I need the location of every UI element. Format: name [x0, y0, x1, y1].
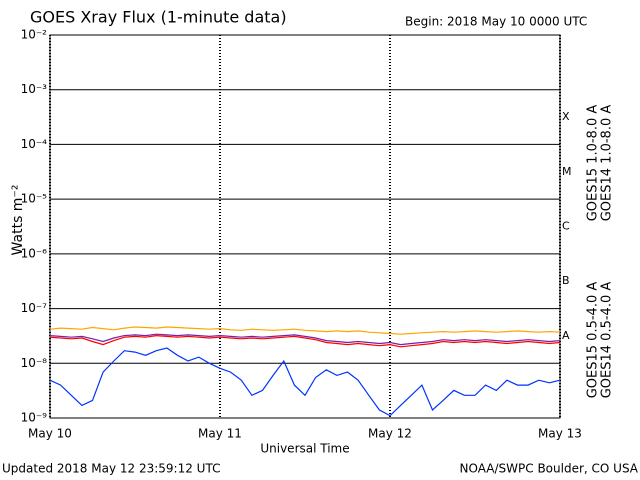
- y-tick-label: 10⁻⁷: [21, 301, 48, 315]
- legend-entry: GOES14 0.5-4.0 A: [600, 282, 615, 399]
- data-line: [49, 347, 561, 417]
- y-tick-label: 10⁻⁶: [21, 246, 48, 260]
- data-line: [49, 326, 561, 335]
- plot-frame: [49, 34, 561, 419]
- y-tick-label: 10⁻⁵: [21, 192, 48, 206]
- y-tick-label: 10⁻⁴: [21, 137, 48, 151]
- y-tick-label: 10⁻²: [21, 28, 48, 42]
- flare-class-label: B: [562, 274, 570, 287]
- flare-class-label: M: [562, 165, 572, 178]
- y-axis-label: Watts m⁻²: [10, 185, 26, 256]
- x-tick-label: May 13: [538, 427, 582, 441]
- legend-entry: GOES14 1.0-8.0 A: [600, 105, 615, 222]
- chart-subtitle: Begin: 2018 May 10 0000 UTC: [405, 15, 587, 29]
- x-axis-label: Universal Time: [260, 442, 349, 456]
- data-line: [49, 333, 561, 346]
- data-line: [49, 334, 561, 348]
- x-tick-label: May 11: [198, 427, 242, 441]
- y-tick-label: 10⁻³: [21, 82, 48, 96]
- chart-title: GOES Xray Flux (1-minute data): [30, 8, 287, 27]
- flare-class-label: X: [562, 110, 570, 123]
- flare-class-label: C: [562, 220, 570, 233]
- y-tick-label: 10⁻⁹: [21, 411, 48, 425]
- x-tick-label: May 10: [28, 427, 72, 441]
- source-note: NOAA/SWPC Boulder, CO USA: [460, 462, 639, 476]
- updated-note: Updated 2018 May 12 23:59:12 UTC: [2, 462, 220, 476]
- x-tick-label: May 12: [368, 427, 412, 441]
- flare-class-label: A: [562, 329, 570, 342]
- y-tick-label: 10⁻⁸: [21, 356, 48, 370]
- legend-entry: GOES15 0.5-4.0 A: [586, 282, 601, 399]
- legend-entry: GOES15 1.0-8.0 A: [586, 105, 601, 222]
